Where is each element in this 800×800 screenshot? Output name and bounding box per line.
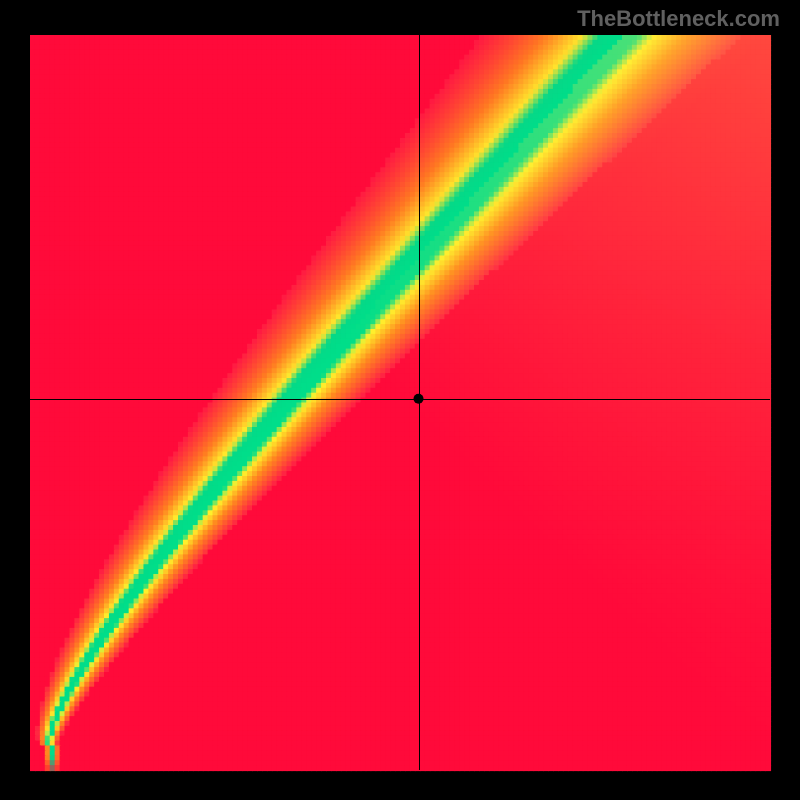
bottleneck-heatmap	[0, 0, 800, 800]
watermark-text: TheBottleneck.com	[577, 6, 780, 32]
chart-container: { "watermark": { "text": "TheBottleneck.…	[0, 0, 800, 800]
